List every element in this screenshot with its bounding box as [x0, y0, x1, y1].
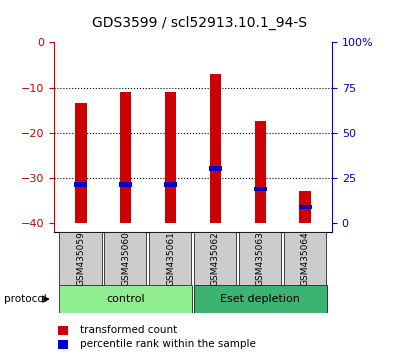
Text: percentile rank within the sample: percentile rank within the sample — [80, 339, 256, 349]
Text: Eset depletion: Eset depletion — [220, 294, 300, 304]
Bar — [298, 205, 312, 209]
Text: GDS3599 / scl52913.10.1_94-S: GDS3599 / scl52913.10.1_94-S — [92, 16, 308, 30]
Bar — [164, 182, 177, 187]
Bar — [284, 232, 326, 285]
Bar — [300, 191, 311, 223]
Text: GSM435062: GSM435062 — [211, 231, 220, 286]
Text: control: control — [106, 294, 145, 304]
Text: protocol: protocol — [4, 294, 47, 304]
Text: GSM435061: GSM435061 — [166, 231, 175, 286]
Bar — [210, 74, 221, 223]
Text: GSM435059: GSM435059 — [76, 231, 86, 286]
Text: transformed count: transformed count — [80, 325, 177, 335]
Bar — [75, 103, 86, 223]
Text: GSM435063: GSM435063 — [256, 231, 265, 286]
Text: GSM435060: GSM435060 — [121, 231, 130, 286]
Text: GSM435064: GSM435064 — [300, 231, 310, 286]
Bar — [59, 285, 192, 313]
Bar — [165, 92, 176, 223]
Bar — [194, 232, 236, 285]
Bar — [209, 166, 222, 171]
Bar — [74, 182, 88, 187]
Bar — [149, 232, 191, 285]
Bar — [254, 187, 267, 191]
Bar — [120, 92, 131, 223]
Bar — [194, 285, 327, 313]
Bar — [119, 182, 132, 187]
Bar — [255, 121, 266, 223]
Bar — [59, 232, 102, 285]
Bar — [104, 232, 146, 285]
Bar — [239, 232, 281, 285]
